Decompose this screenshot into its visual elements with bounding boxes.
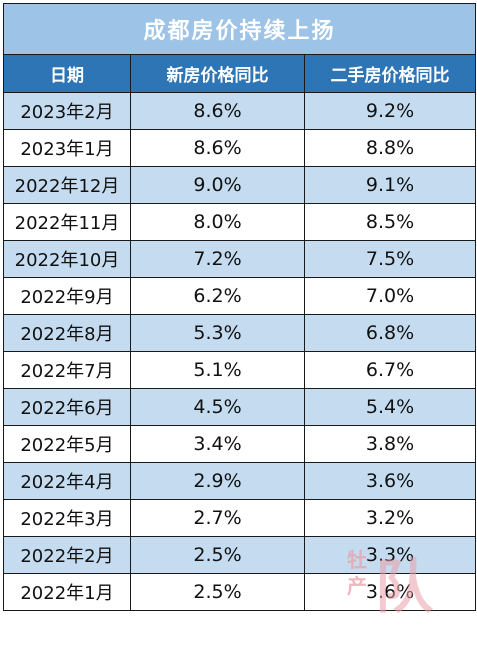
table-row: 2022年4月 2.9% 3.6% [3, 462, 477, 500]
cell-date: 2022年4月 [3, 462, 131, 500]
header-row: 日期 新房价格同比 二手房价格同比 [3, 54, 477, 93]
cell-new-home: 2.7% [130, 499, 305, 537]
table-row: 2022年3月 2.7% 3.2% [3, 499, 477, 537]
cell-second-hand: 3.6% [303, 462, 477, 500]
cell-date: 2022年11月 [3, 203, 131, 241]
cell-new-home: 5.1% [130, 351, 305, 389]
cell-second-hand: 3.3% [303, 536, 477, 574]
cell-second-hand: 3.2% [303, 499, 477, 537]
cell-second-hand: 6.8% [303, 314, 477, 352]
column-header-date: 日期 [3, 54, 131, 93]
table-row: 2022年10月 7.2% 7.5% [3, 240, 477, 278]
price-table: 成都房价持续上扬 日期 新房价格同比 二手房价格同比 2023年2月 8.6% 9.… [2, 3, 477, 611]
cell-date: 2022年1月 [3, 573, 131, 611]
cell-new-home: 2.5% [130, 536, 305, 574]
cell-date: 2022年6月 [3, 388, 131, 426]
cell-second-hand: 7.5% [303, 240, 477, 278]
cell-second-hand: 9.2% [303, 92, 477, 130]
table-row: 2022年2月 2.5% 3.3% [3, 536, 477, 574]
cell-second-hand: 9.1% [303, 166, 477, 204]
table-row: 2023年1月 8.6% 8.8% [3, 129, 477, 167]
cell-new-home: 7.2% [130, 240, 305, 278]
cell-date: 2022年5月 [3, 425, 131, 463]
column-header-new-home: 新房价格同比 [130, 54, 305, 93]
cell-new-home: 4.5% [130, 388, 305, 426]
table-row: 2022年11月 8.0% 8.5% [3, 203, 477, 241]
cell-second-hand: 6.7% [303, 351, 477, 389]
table-row: 2022年12月 9.0% 9.1% [3, 166, 477, 204]
cell-date: 2022年9月 [3, 277, 131, 315]
cell-date: 2022年8月 [3, 314, 131, 352]
column-header-second-hand: 二手房价格同比 [303, 54, 477, 93]
cell-date: 2022年2月 [3, 536, 131, 574]
cell-second-hand: 3.6% [303, 573, 477, 611]
price-table-container: 成都房价持续上扬 日期 新房价格同比 二手房价格同比 2023年2月 8.6% 9.… [2, 3, 477, 611]
cell-second-hand: 7.0% [303, 277, 477, 315]
cell-new-home: 8.6% [130, 92, 305, 130]
table-row: 2022年5月 3.4% 3.8% [3, 425, 477, 463]
cell-date: 2022年3月 [3, 499, 131, 537]
title-row: 成都房价持续上扬 [2, 3, 477, 55]
cell-new-home: 6.2% [130, 277, 305, 315]
cell-new-home: 8.0% [130, 203, 305, 241]
cell-date: 2022年10月 [3, 240, 131, 278]
table-row: 2022年9月 6.2% 7.0% [3, 277, 477, 315]
cell-new-home: 2.5% [130, 573, 305, 611]
cell-new-home: 3.4% [130, 425, 305, 463]
cell-new-home: 5.3% [130, 314, 305, 352]
cell-second-hand: 5.4% [303, 388, 477, 426]
cell-second-hand: 3.8% [303, 425, 477, 463]
table-row: 2023年2月 8.6% 9.2% [3, 92, 477, 130]
table-row: 2022年1月 2.5% 3.6% [3, 573, 477, 611]
cell-new-home: 9.0% [130, 166, 305, 204]
table-row: 2022年7月 5.1% 6.7% [3, 351, 477, 389]
table-row: 2022年8月 5.3% 6.8% [3, 314, 477, 352]
cell-new-home: 2.9% [130, 462, 305, 500]
table-row: 2022年6月 4.5% 5.4% [3, 388, 477, 426]
table-title: 成都房价持续上扬 [2, 3, 477, 55]
cell-date: 2022年12月 [3, 166, 131, 204]
cell-date: 2022年7月 [3, 351, 131, 389]
cell-date: 2023年2月 [3, 92, 131, 130]
cell-second-hand: 8.5% [303, 203, 477, 241]
cell-new-home: 8.6% [130, 129, 305, 167]
cell-second-hand: 8.8% [303, 129, 477, 167]
cell-date: 2023年1月 [3, 129, 131, 167]
